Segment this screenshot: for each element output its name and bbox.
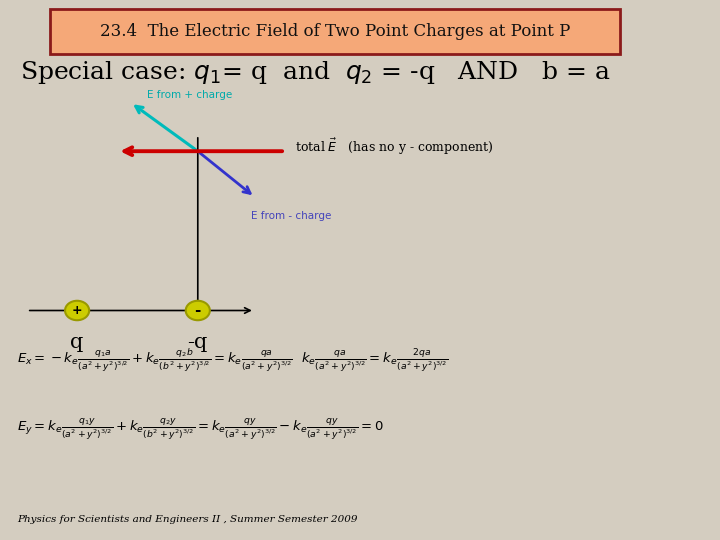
Text: Physics for Scientists and Engineers II , Summer Semester 2009: Physics for Scientists and Engineers II … — [17, 515, 357, 524]
Circle shape — [186, 301, 210, 320]
FancyBboxPatch shape — [50, 9, 620, 54]
Text: $E_x = -k_e\frac{q_1 a}{(a^2+y^2)^{3/2}} + k_e\frac{q_2 b}{(b^2+y^2)^{3/2}} = k_: $E_x = -k_e\frac{q_1 a}{(a^2+y^2)^{3/2}}… — [17, 346, 448, 373]
Text: $E_y = k_e\frac{q_1 y}{(a^2+y^2)^{3/2}} + k_e\frac{q_2 y}{(b^2+y^2)^{3/2}} = k_e: $E_y = k_e\frac{q_1 y}{(a^2+y^2)^{3/2}} … — [17, 417, 383, 442]
Text: +: + — [72, 304, 82, 317]
Text: q: q — [71, 333, 84, 353]
Circle shape — [65, 301, 89, 320]
Text: E from + charge: E from + charge — [148, 90, 233, 100]
Text: E from - charge: E from - charge — [251, 211, 332, 221]
Text: Special case: $q_1$= q  and  $q_2$ = -q   AND   b = a: Special case: $q_1$= q and $q_2$ = -q AN… — [20, 59, 611, 86]
Text: -: - — [194, 303, 201, 318]
Text: 23.4  The Electric Field of Two Point Charges at Point P: 23.4 The Electric Field of Two Point Cha… — [100, 23, 570, 40]
Text: total $\vec{E}$   (has no y - component): total $\vec{E}$ (has no y - component) — [295, 137, 494, 157]
Text: -q: -q — [188, 333, 208, 353]
